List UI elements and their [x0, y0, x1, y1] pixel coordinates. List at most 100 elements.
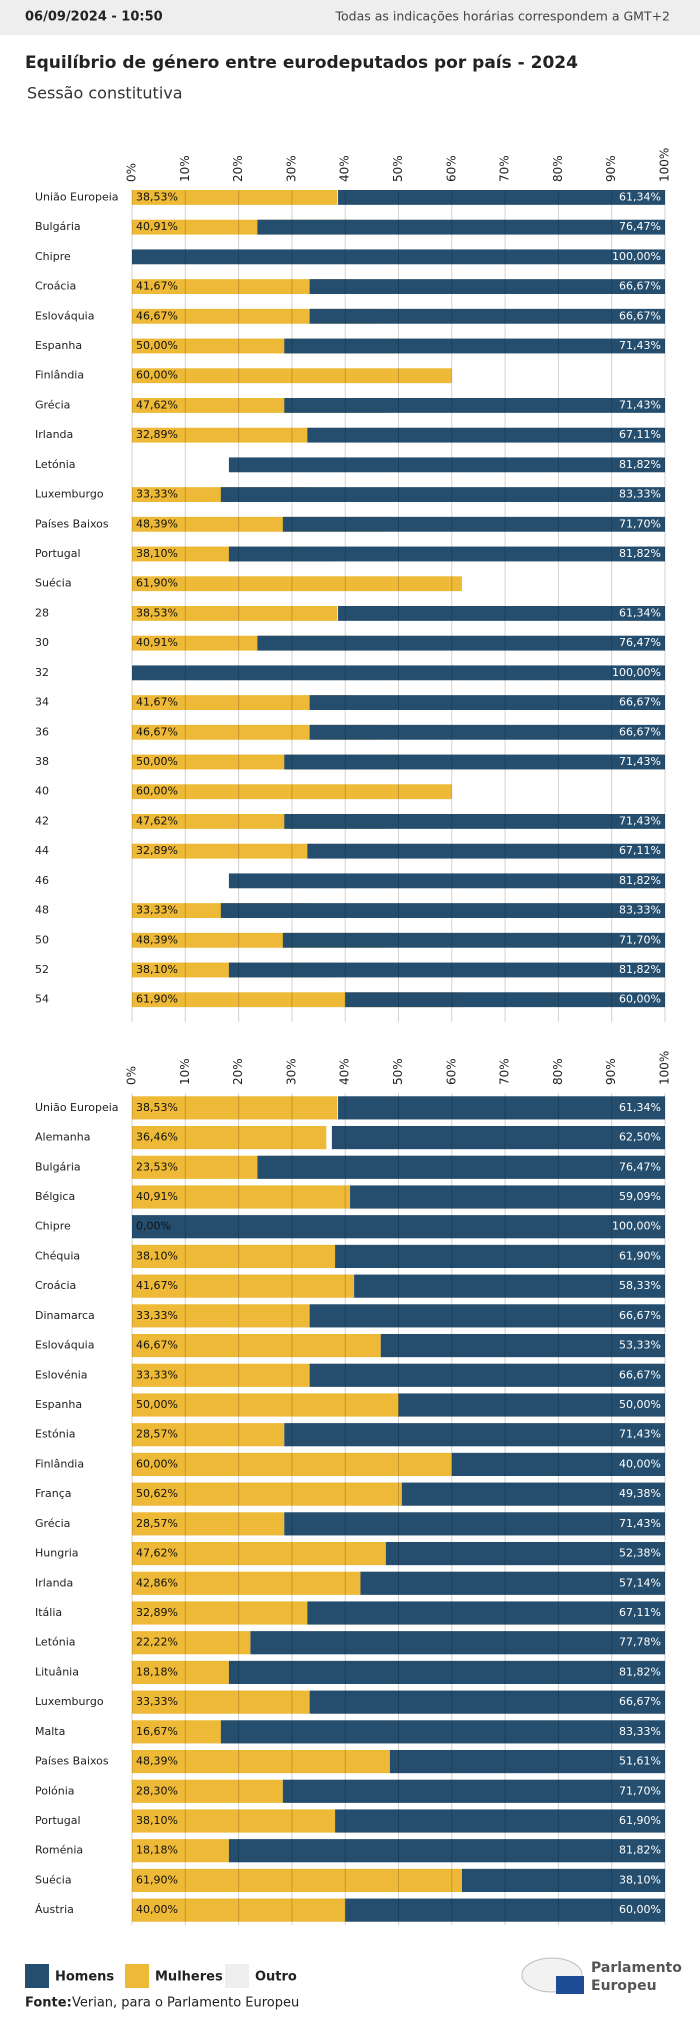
category-label: 44	[35, 844, 49, 857]
category-label: Letónia	[35, 1636, 76, 1649]
bar-men	[282, 516, 665, 532]
bar-men	[380, 1333, 665, 1358]
value-label: 0,00%	[136, 1220, 171, 1233]
bar-women	[132, 784, 452, 800]
bar-women	[132, 1809, 336, 1833]
value-label: 61,90%	[619, 1814, 661, 1827]
value-label: 66,67%	[619, 1368, 661, 1381]
category-label: Roménia	[35, 1844, 83, 1857]
bar-women	[132, 1096, 338, 1120]
category-label: Espanha	[35, 339, 82, 352]
category-label: 38	[35, 755, 49, 768]
bar-women	[132, 279, 355, 294]
value-label: 53,33%	[619, 1339, 661, 1352]
logo-text: Europeu	[591, 1978, 657, 1994]
value-label: 76,47%	[619, 636, 661, 649]
bar-men	[309, 1304, 665, 1328]
bar-men	[307, 1601, 665, 1625]
bar-men	[284, 814, 665, 829]
value-label: 48,39%	[136, 1755, 178, 1768]
value-label: 50,00%	[136, 755, 178, 768]
category-label: França	[35, 1487, 72, 1500]
value-label: 40,00%	[619, 1457, 661, 1470]
bar-women	[132, 1423, 285, 1447]
x-tick-label: 80%	[551, 1058, 565, 1085]
category-label: Portugal	[35, 547, 81, 560]
value-label: 81,82%	[619, 458, 661, 471]
category-label: Chéquia	[35, 1249, 80, 1262]
category-label: Irlanda	[35, 1576, 73, 1589]
category-label: 54	[35, 993, 49, 1006]
category-label: Áustria	[35, 1903, 74, 1916]
source-text: Verian, para o Parlamento Europeu	[72, 1996, 299, 2011]
category-label: Eslováquia	[35, 1339, 94, 1352]
value-label: 61,34%	[619, 1101, 661, 1114]
x-tick-label: 30%	[284, 1058, 298, 1085]
bar-men	[360, 1571, 665, 1595]
value-label: 71,43%	[619, 814, 661, 827]
value-label: 28,57%	[136, 1428, 178, 1441]
value-label: 40,91%	[136, 1190, 178, 1203]
bar-men	[228, 457, 665, 473]
value-label: 48,39%	[136, 517, 178, 530]
bar-men	[335, 1244, 665, 1269]
bar-men	[338, 1096, 665, 1120]
value-label: 61,90%	[136, 1873, 178, 1886]
bar-women	[132, 1720, 221, 1744]
legend-swatch	[125, 1964, 149, 1988]
x-tick-label: 90%	[604, 155, 618, 182]
value-label: 38,53%	[136, 190, 178, 203]
bar-women	[132, 1155, 258, 1179]
category-label: 50	[35, 933, 49, 946]
category-label: Bulgária	[35, 220, 81, 233]
value-label: 67,11%	[619, 1606, 661, 1619]
value-label: 60,00%	[136, 369, 178, 382]
logo-text: Parlamento	[591, 1960, 682, 1976]
bar-women	[132, 1898, 346, 1922]
category-label: Estónia	[35, 1428, 76, 1441]
bar-men	[220, 1720, 665, 1744]
value-label: 58,33%	[619, 1279, 661, 1292]
value-label: 28,57%	[136, 1517, 178, 1530]
bar-men	[257, 1155, 665, 1179]
bar-women	[132, 1779, 283, 1803]
x-tick-label: 20%	[231, 1058, 245, 1085]
bar-men	[345, 1898, 665, 1922]
bar-men	[220, 903, 665, 918]
bar-women	[132, 1185, 351, 1209]
bar-women	[132, 368, 452, 384]
value-label: 81,82%	[619, 874, 661, 887]
category-label: Alemanha	[35, 1131, 91, 1144]
category-label: Chipre	[35, 250, 71, 263]
category-label: 42	[35, 814, 49, 827]
bar-men	[228, 962, 665, 978]
x-tick-label: 80%	[551, 155, 565, 182]
value-label: 40,91%	[136, 636, 178, 649]
category-label: Luxemburgo	[35, 1695, 104, 1708]
legend-swatch	[225, 1964, 249, 1988]
value-label: 71,43%	[619, 1517, 661, 1530]
value-label: 66,67%	[619, 1309, 661, 1322]
category-label: Chipre	[35, 1220, 71, 1233]
subtitle: Sessão constitutiva	[27, 84, 183, 103]
bar-women	[132, 1749, 390, 1774]
value-label: 100,00%	[612, 666, 661, 679]
category-label: Bélgica	[35, 1190, 75, 1203]
value-label: 50,00%	[136, 1398, 178, 1411]
value-label: 83,33%	[619, 488, 661, 501]
bar-men	[335, 1809, 665, 1833]
value-label: 71,43%	[619, 755, 661, 768]
value-label: 76,47%	[619, 220, 661, 233]
bar-men	[132, 665, 665, 681]
value-label: 60,00%	[136, 1457, 178, 1470]
value-label: 60,00%	[619, 993, 661, 1006]
category-label: 40	[35, 785, 49, 798]
bar-women	[132, 1393, 399, 1417]
value-label: 81,82%	[619, 1665, 661, 1678]
header-date: 06/09/2024 - 10:50	[25, 10, 163, 25]
category-label: Suécia	[35, 577, 72, 590]
category-label: 32	[35, 666, 49, 679]
category-label: Itália	[35, 1606, 62, 1619]
value-label: 48,39%	[136, 933, 178, 946]
bar-men	[309, 308, 665, 324]
